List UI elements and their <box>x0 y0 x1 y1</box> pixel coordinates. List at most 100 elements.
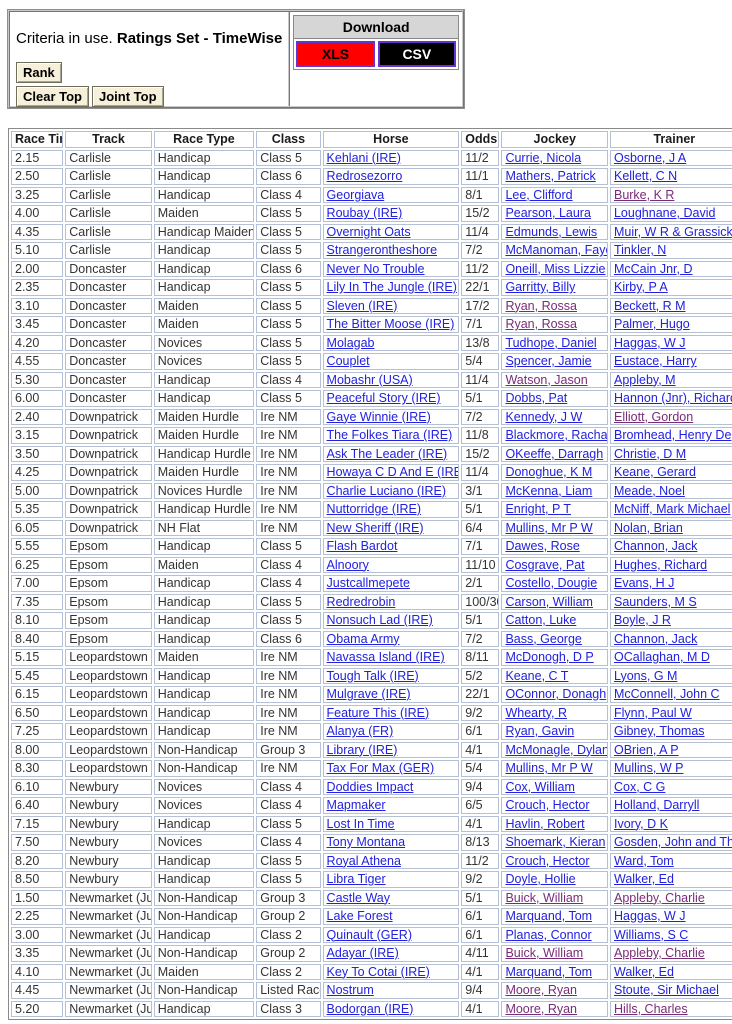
horse-link[interactable]: Mapmaker <box>326 798 386 812</box>
trainer-link[interactable]: Appleby, M <box>613 372 676 387</box>
horse-link[interactable]: Howaya C D And E (IRE) <box>326 465 460 479</box>
jockey-link[interactable]: Enright, P T <box>505 502 571 516</box>
horse-link[interactable]: Strangerontheshore <box>326 243 438 257</box>
horse-link[interactable]: Mulgrave (IRE) <box>326 687 411 701</box>
trainer-link[interactable]: OBrien, A P <box>613 742 679 757</box>
trainer-link[interactable]: OCallaghan, M D <box>613 650 710 664</box>
horse-link[interactable]: Lake Forest <box>326 909 393 923</box>
jockey-link[interactable]: Lee, Clifford <box>505 187 573 202</box>
jockey-link[interactable]: McKenna, Liam <box>505 483 593 498</box>
trainer-link[interactable]: Flynn, Paul W <box>613 705 692 720</box>
jockey-link[interactable]: Pearson, Laura <box>505 206 591 220</box>
horse-link[interactable]: Key To Cotai (IRE) <box>326 964 430 979</box>
trainer-link[interactable]: Appleby, Charlie <box>613 946 705 960</box>
trainer-link[interactable]: Lyons, G M <box>613 668 678 683</box>
horse-link[interactable]: Library (IRE) <box>326 742 398 757</box>
trainer-link[interactable]: McCain Jnr, D <box>613 261 693 276</box>
horse-link[interactable]: Justcallmepete <box>326 576 410 590</box>
horse-link[interactable]: Navassa Island (IRE) <box>326 650 445 664</box>
trainer-link[interactable]: Keane, Gerard <box>613 465 696 479</box>
trainer-link[interactable]: Osborne, J A <box>613 150 687 165</box>
horse-link[interactable]: Redredrobin <box>326 594 396 609</box>
horse-link[interactable]: Alanya (FR) <box>326 724 394 738</box>
jockey-link[interactable]: Ryan, Rossa <box>505 317 577 331</box>
trainer-link[interactable]: Haggas, W J <box>613 335 686 350</box>
jockey-link[interactable]: Currie, Nicola <box>505 150 582 165</box>
trainer-link[interactable]: Loughnane, David <box>613 206 716 220</box>
horse-link[interactable]: Molagab <box>326 335 375 350</box>
clear-top-button[interactable]: Clear Top <box>16 86 89 107</box>
trainer-link[interactable]: McConnell, John C <box>613 687 720 701</box>
jockey-link[interactable]: Dawes, Rose <box>505 539 580 553</box>
horse-link[interactable]: Kehlani (IRE) <box>326 150 401 165</box>
download-xls-button[interactable]: XLS <box>296 41 375 67</box>
horse-link[interactable]: Couplet <box>326 354 370 368</box>
horse-link[interactable]: The Bitter Moose (IRE) <box>326 317 455 331</box>
jockey-link[interactable]: Havlin, Robert <box>505 816 585 831</box>
trainer-link[interactable]: Kellett, C N <box>613 169 678 183</box>
trainer-link[interactable]: Saunders, M S <box>613 594 697 609</box>
joint-top-button[interactable]: Joint Top <box>92 86 164 107</box>
jockey-link[interactable]: McDonogh, D P <box>505 650 594 664</box>
jockey-link[interactable]: Costello, Dougie <box>505 576 598 590</box>
jockey-link[interactable]: Moore, Ryan <box>505 983 577 997</box>
trainer-link[interactable]: Hannon (Jnr), Richard <box>613 391 732 405</box>
rank-button[interactable]: Rank <box>16 62 62 83</box>
jockey-link[interactable]: Bass, George <box>505 631 582 646</box>
jockey-link[interactable]: OConnor, Donagh <box>505 687 607 701</box>
horse-link[interactable]: Quinault (GER) <box>326 927 412 942</box>
jockey-link[interactable]: Carson, William <box>505 594 593 609</box>
jockey-link[interactable]: Planas, Connor <box>505 927 592 942</box>
jockey-link[interactable]: Cox, William <box>505 779 575 794</box>
trainer-link[interactable]: Haggas, W J <box>613 909 686 923</box>
jockey-link[interactable]: Mathers, Patrick <box>505 169 596 183</box>
horse-link[interactable]: Ask The Leader (IRE) <box>326 446 448 461</box>
jockey-link[interactable]: Spencer, Jamie <box>505 354 592 368</box>
jockey-link[interactable]: Mullins, Mr P W <box>505 761 593 775</box>
horse-link[interactable]: Mobashr (USA) <box>326 372 413 387</box>
jockey-link[interactable]: Edmunds, Lewis <box>505 224 598 239</box>
horse-link[interactable]: Overnight Oats <box>326 224 411 239</box>
horse-link[interactable]: Feature This (IRE) <box>326 705 430 720</box>
horse-link[interactable]: The Folkes Tiara (IRE) <box>326 428 453 442</box>
jockey-link[interactable]: Tudhope, Daniel <box>505 335 597 350</box>
trainer-link[interactable]: Walker, Ed <box>613 872 674 886</box>
jockey-link[interactable]: Buick, William <box>505 890 584 905</box>
horse-link[interactable]: Nuttorridge (IRE) <box>326 502 422 516</box>
horse-link[interactable]: Redrosezorro <box>326 169 403 183</box>
jockey-link[interactable]: Catton, Luke <box>505 613 577 627</box>
jockey-link[interactable]: Mullins, Mr P W <box>505 520 593 535</box>
jockey-link[interactable]: Dobbs, Pat <box>505 391 568 405</box>
horse-link[interactable]: Nostrum <box>326 983 374 997</box>
jockey-link[interactable]: Buick, William <box>505 946 584 960</box>
trainer-link[interactable]: Appleby, Charlie <box>613 890 705 905</box>
horse-link[interactable]: Nonsuch Lad (IRE) <box>326 613 433 627</box>
horse-link[interactable]: Roubay (IRE) <box>326 206 403 220</box>
horse-link[interactable]: Royal Athena <box>326 853 401 868</box>
horse-link[interactable]: Tony Montana <box>326 835 406 849</box>
trainer-link[interactable]: Boyle, J R <box>613 613 671 627</box>
horse-link[interactable]: Gaye Winnie (IRE) <box>326 409 431 424</box>
trainer-link[interactable]: Hills, Charles <box>613 1001 688 1016</box>
jockey-link[interactable]: McMonagle, Dylan B <box>505 742 608 757</box>
trainer-link[interactable]: Eustace, Harry <box>613 354 697 368</box>
trainer-link[interactable]: Meade, Noel <box>613 483 685 498</box>
trainer-link[interactable]: Elliott, Gordon <box>613 409 694 424</box>
jockey-link[interactable]: Doyle, Hollie <box>505 872 576 886</box>
horse-link[interactable]: Tough Talk (IRE) <box>326 668 419 683</box>
jockey-link[interactable]: Cosgrave, Pat <box>505 557 585 572</box>
jockey-link[interactable]: Marquand, Tom <box>505 909 593 923</box>
trainer-link[interactable]: Tinkler, N <box>613 243 667 257</box>
trainer-link[interactable]: Cox, C G <box>613 779 666 794</box>
horse-link[interactable]: Doddies Impact <box>326 779 414 794</box>
jockey-link[interactable]: Ryan, Gavin <box>505 724 575 738</box>
trainer-link[interactable]: Muir, W R & Grassick, C <box>613 224 732 239</box>
horse-link[interactable]: Sleven (IRE) <box>326 298 398 313</box>
jockey-link[interactable]: OKeeffe, Darragh <box>505 446 604 461</box>
jockey-link[interactable]: Moore, Ryan <box>505 1001 577 1016</box>
trainer-link[interactable]: Beckett, R M <box>613 298 686 313</box>
jockey-link[interactable]: Oneill, Miss Lizzie <box>505 261 606 276</box>
jockey-link[interactable]: Donoghue, K M <box>505 465 593 479</box>
horse-link[interactable]: New Sheriff (IRE) <box>326 520 424 535</box>
trainer-link[interactable]: Ivory, D K <box>613 816 668 831</box>
